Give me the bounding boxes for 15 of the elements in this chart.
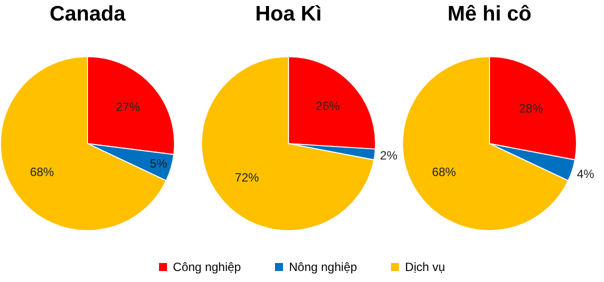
data-label: 26% (316, 98, 340, 113)
legend-label: Dịch vụ (405, 260, 446, 274)
data-label: 28% (519, 102, 544, 116)
data-label: 27% (116, 100, 140, 114)
chart-title: Canada (50, 2, 126, 26)
data-label: 68% (30, 164, 54, 179)
data-label: 72% (234, 170, 260, 184)
chart-title: Hoa Kì (255, 2, 322, 26)
data-label: 2% (380, 148, 398, 163)
chart-title: Mê hi cô (447, 2, 532, 26)
data-label: 5% (150, 156, 168, 171)
legend-label: Công nghiệp (172, 260, 241, 274)
legend-label: Nông nghiệp (288, 260, 358, 274)
data-label: 4% (576, 167, 595, 182)
data-label: 68% (432, 164, 456, 179)
